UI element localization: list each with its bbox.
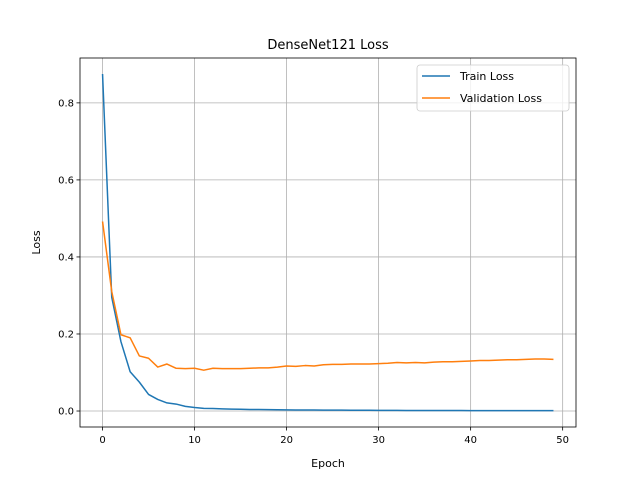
series-line-train-loss	[101, 73, 554, 412]
x-tick-label: 20	[280, 435, 293, 446]
legend-label-validation-loss: Validation Loss	[460, 92, 542, 105]
series-layer	[101, 73, 554, 412]
x-tick-label: 0	[99, 435, 105, 446]
x-tick-label: 50	[556, 435, 569, 446]
y-tick-label: 0.6	[58, 175, 74, 186]
y-tick-label: 0.8	[58, 98, 74, 109]
legend-box	[416, 64, 570, 112]
plot-frame	[79, 57, 577, 428]
x-axis-title: Epoch	[311, 457, 345, 470]
y-tick-label: 0.0	[58, 407, 74, 418]
x-tick-label: 10	[188, 435, 201, 446]
y-tick-label: 0.4	[58, 252, 74, 263]
legend: Train Loss Validation Loss	[416, 64, 570, 112]
x-tick-label: 40	[464, 435, 477, 446]
tick-layer: 0 10 20 30 40 50 0.0 0.2 0.4 0.6 0.8	[58, 98, 569, 446]
legend-label-train-loss: Train Loss	[459, 70, 514, 83]
series-line-validation-loss	[101, 221, 554, 371]
chart-title: DenseNet121 Loss	[267, 38, 389, 53]
y-axis-title: Loss	[30, 230, 43, 254]
y-tick-label: 0.2	[58, 329, 74, 340]
x-tick-label: 30	[372, 435, 385, 446]
